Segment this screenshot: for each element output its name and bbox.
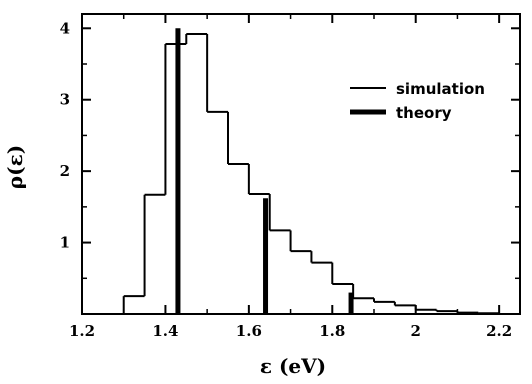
ticks-layer	[81, 14, 520, 314]
y-tick-label: 2	[60, 162, 70, 180]
legend-label-simulation: simulation	[396, 80, 485, 98]
y-tick-label: 4	[60, 19, 70, 37]
data-layer	[122, 28, 500, 315]
legend-label-theory: theory	[396, 104, 452, 122]
x-tick-label: 1.8	[319, 322, 345, 340]
x-tick-label: 2.2	[486, 322, 512, 340]
y-tick-label: 3	[60, 91, 70, 109]
x-tick-label: 1.6	[236, 322, 262, 340]
y-axis-label: ρ(ε)	[3, 145, 27, 189]
labels-layer: 1.2 1.4 1.6 1.8 2 2.2 1 2 3 4	[60, 19, 513, 340]
x-tick-label: 2	[410, 322, 420, 340]
x-tick-label: 1.2	[69, 322, 95, 340]
plot-frame	[81, 13, 521, 315]
legend: simulation theory	[350, 80, 485, 122]
x-axis-label: ε (eV)	[260, 354, 326, 378]
x-tick-label: 1.4	[152, 322, 178, 340]
y-tick-label: 1	[60, 234, 70, 252]
